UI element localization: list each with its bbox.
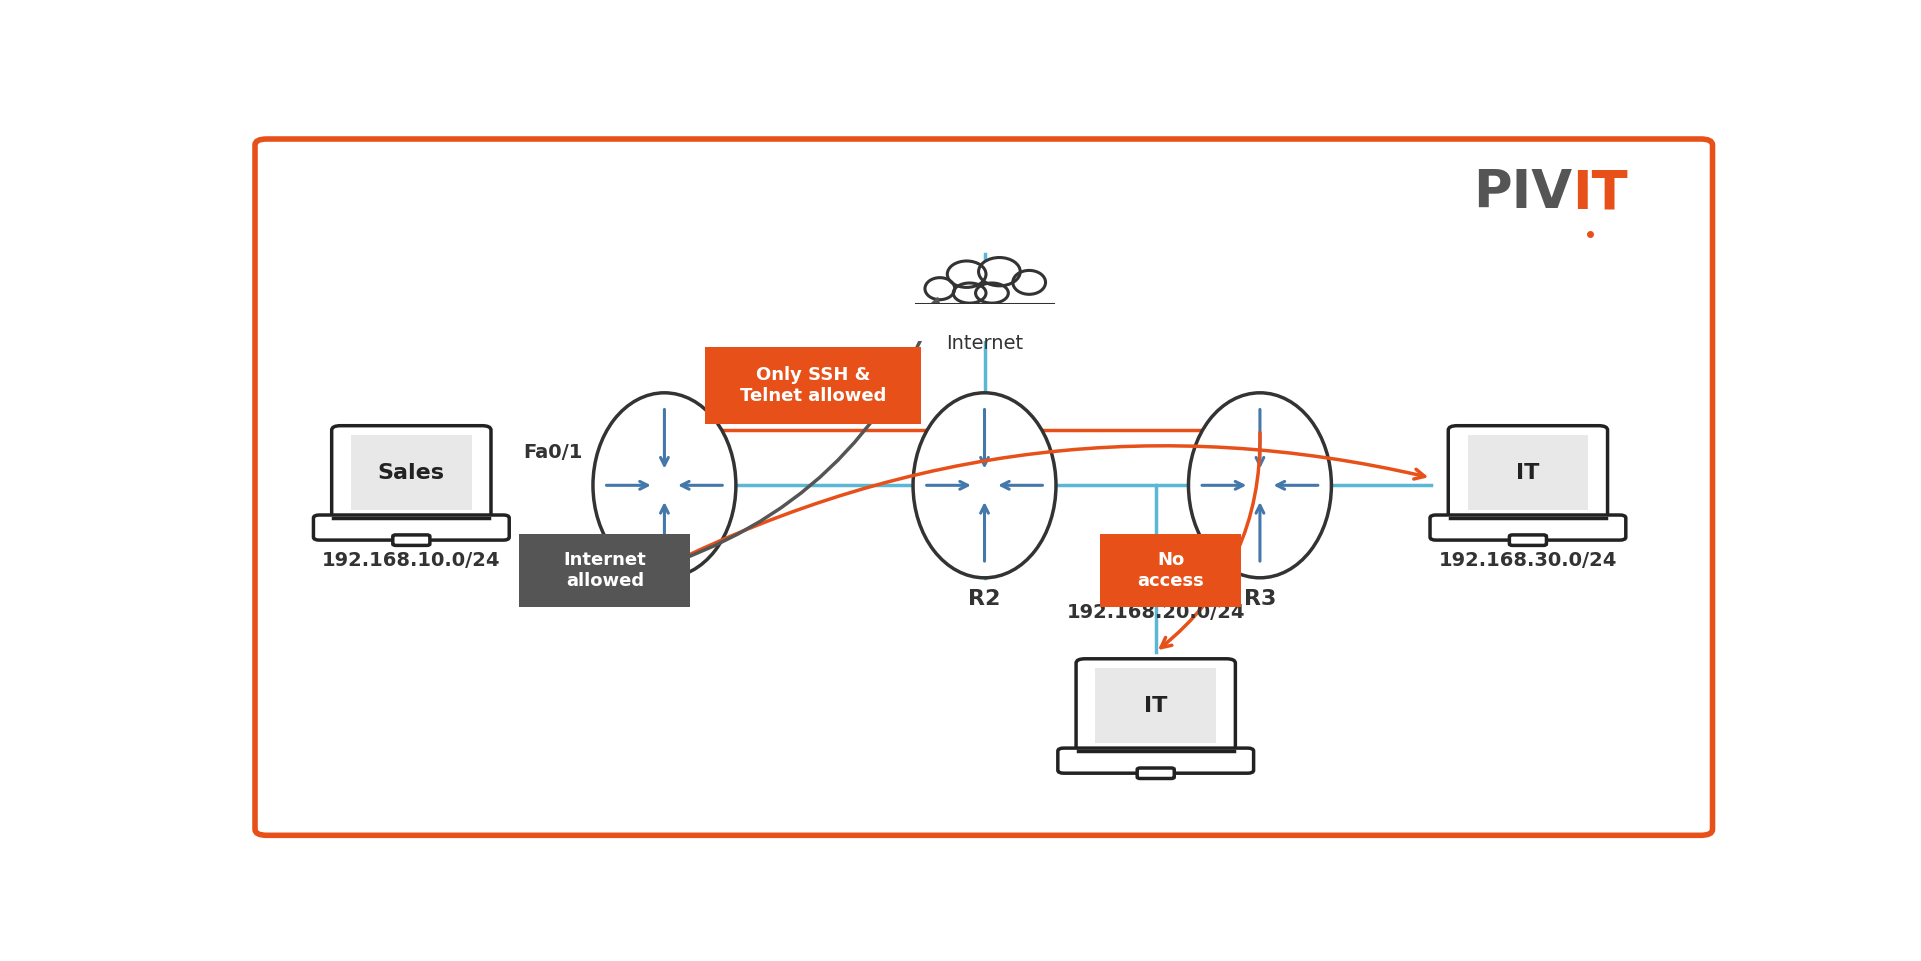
- Text: Sales: Sales: [378, 462, 446, 482]
- FancyBboxPatch shape: [332, 426, 492, 520]
- Text: 192.168.30.0/24: 192.168.30.0/24: [1439, 552, 1617, 570]
- Text: Only SSH &
Telnet allowed: Only SSH & Telnet allowed: [740, 366, 886, 405]
- FancyBboxPatch shape: [1076, 659, 1235, 752]
- Text: IT: IT: [1573, 167, 1629, 219]
- Text: R2: R2: [968, 589, 1001, 609]
- Ellipse shape: [978, 258, 1020, 285]
- FancyBboxPatch shape: [392, 535, 430, 546]
- Text: R3: R3: [1243, 589, 1276, 609]
- Text: No
access: No access: [1137, 551, 1204, 590]
- Ellipse shape: [947, 261, 985, 287]
- Text: Internet: Internet: [945, 333, 1024, 353]
- Bar: [1101, 534, 1241, 606]
- Bar: [1468, 435, 1589, 510]
- Text: Internet
allowed: Internet allowed: [563, 551, 645, 590]
- Text: IT: IT: [1516, 462, 1539, 482]
- Text: R1: R1: [647, 589, 680, 609]
- Text: PIV: PIV: [1473, 167, 1573, 219]
- Ellipse shape: [926, 278, 955, 300]
- Ellipse shape: [1012, 270, 1045, 294]
- Text: IT: IT: [1145, 696, 1168, 716]
- FancyBboxPatch shape: [1137, 768, 1174, 778]
- Bar: [912, 296, 1057, 311]
- Bar: [352, 435, 473, 510]
- Ellipse shape: [594, 393, 736, 578]
- FancyBboxPatch shape: [1448, 426, 1608, 520]
- Ellipse shape: [912, 393, 1057, 578]
- Bar: [911, 305, 1058, 341]
- FancyBboxPatch shape: [255, 139, 1712, 835]
- Ellipse shape: [976, 283, 1009, 303]
- Text: 192.168.20.0/24: 192.168.20.0/24: [1066, 604, 1245, 622]
- FancyBboxPatch shape: [1429, 515, 1625, 540]
- FancyBboxPatch shape: [1058, 748, 1254, 774]
- Ellipse shape: [1189, 393, 1331, 578]
- FancyBboxPatch shape: [313, 515, 509, 540]
- Ellipse shape: [953, 283, 985, 303]
- Text: Fa0/1: Fa0/1: [523, 442, 582, 461]
- Bar: [1095, 669, 1216, 743]
- Text: 192.168.10.0/24: 192.168.10.0/24: [323, 552, 501, 570]
- Bar: [519, 534, 690, 606]
- FancyBboxPatch shape: [1510, 535, 1546, 546]
- Bar: [705, 347, 922, 424]
